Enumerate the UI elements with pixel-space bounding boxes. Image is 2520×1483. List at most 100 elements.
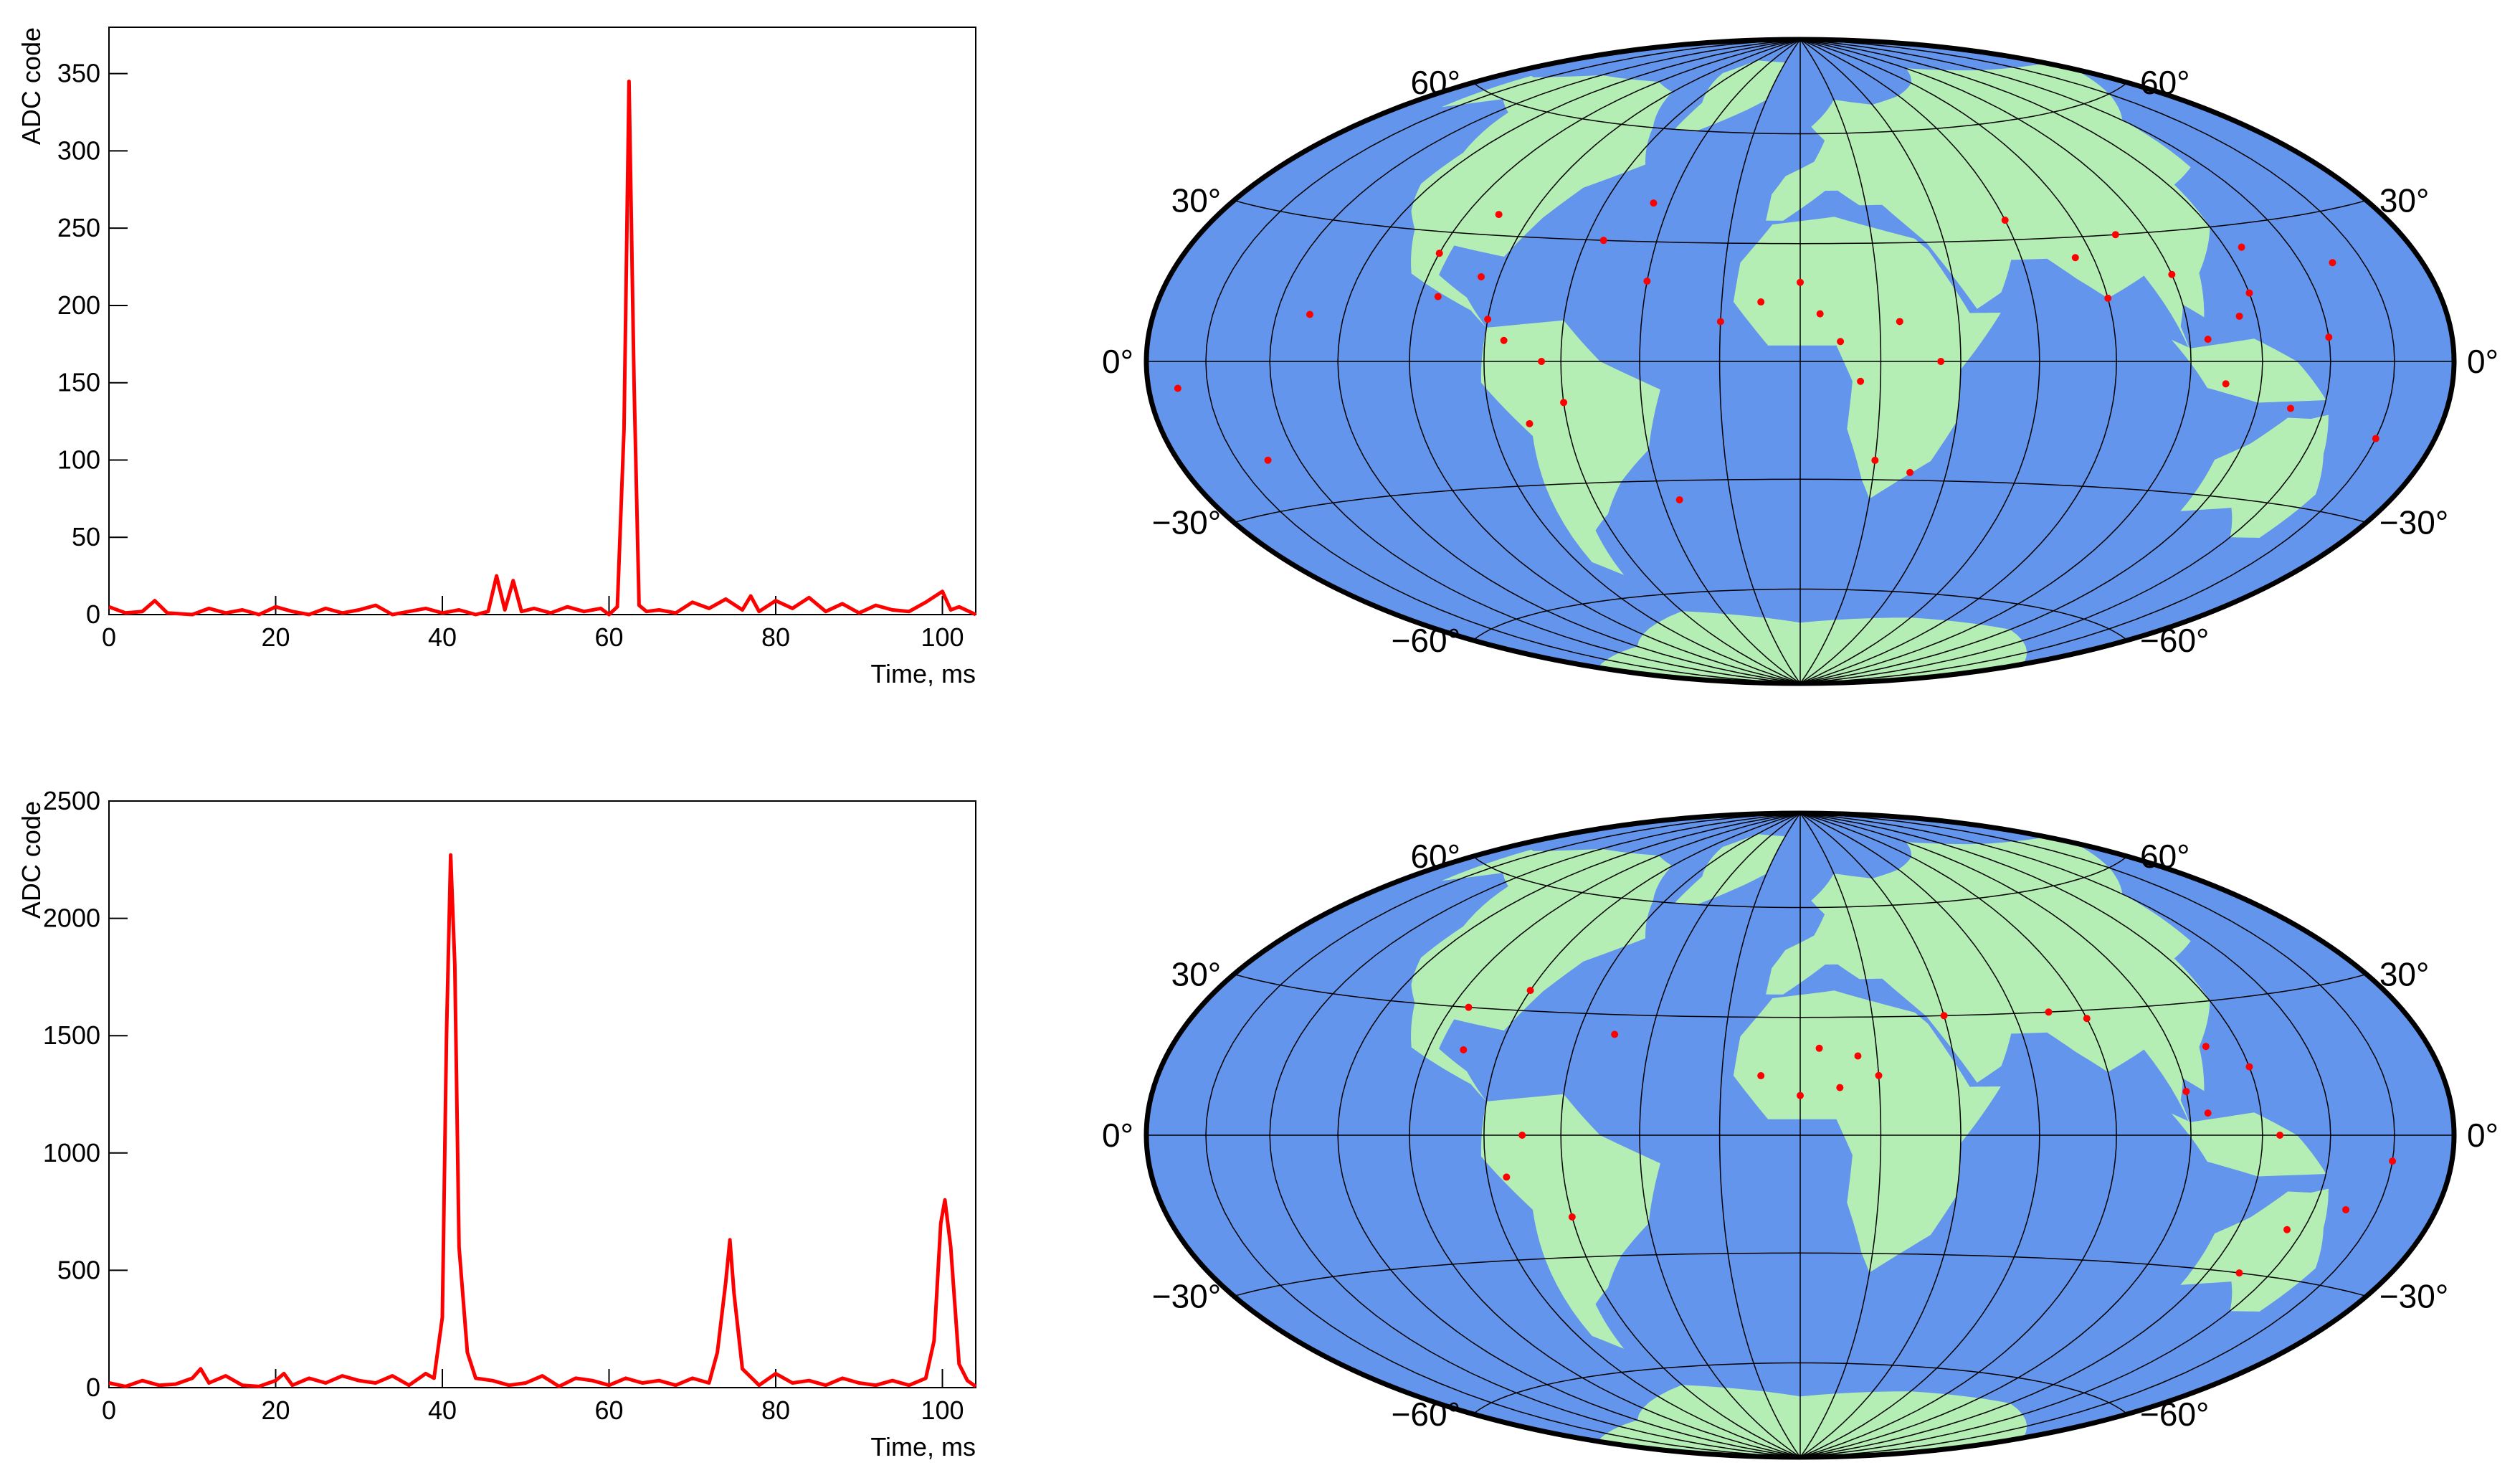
x-axis-title: Time, ms <box>870 659 976 688</box>
event-dot <box>2222 380 2230 388</box>
event-dot <box>1816 310 1824 318</box>
lat-label-right: 30° <box>2379 182 2430 219</box>
event-dot <box>1264 456 1272 464</box>
event-dot <box>2329 259 2336 267</box>
event-dot <box>1837 338 1845 346</box>
event-dot <box>1757 298 1765 306</box>
land <box>1674 60 1786 131</box>
land <box>1674 834 1786 905</box>
event-dot <box>1797 1091 1804 1099</box>
event-dot <box>1650 199 1658 207</box>
event-dot <box>2182 1087 2190 1095</box>
y-axis-title: ADC code <box>16 801 46 919</box>
event-dot <box>2238 243 2245 251</box>
event-dot <box>1435 250 1443 257</box>
lat-label-left: 0° <box>1102 343 1133 380</box>
y-axis-title: ADC code <box>16 27 46 145</box>
event-dot <box>1797 278 1804 286</box>
event-dot <box>2235 312 2243 320</box>
event-dot <box>1503 1173 1511 1181</box>
event-dot <box>2001 217 2009 224</box>
x-tick-label: 40 <box>428 622 457 652</box>
event-dot <box>2389 1157 2397 1165</box>
land <box>1480 1094 1660 1349</box>
x-tick-label: 80 <box>761 622 790 652</box>
signal-line <box>108 79 977 617</box>
parallel <box>1234 478 2367 523</box>
event-dot <box>2202 1043 2210 1051</box>
event-dot <box>1940 1012 1948 1020</box>
lat-label-left: −30° <box>1152 504 1221 541</box>
event-dot <box>1518 1132 1526 1139</box>
y-tick-label: 500 <box>57 1255 100 1284</box>
x-axis-title: Time, ms <box>870 1432 976 1461</box>
y-tick-label: 200 <box>57 290 100 320</box>
y-tick-label: 150 <box>57 368 100 397</box>
map-border <box>1143 37 2457 686</box>
event-dot <box>1875 1071 1883 1079</box>
event-dot <box>1854 1052 1862 1060</box>
lat-label-right: −30° <box>2379 1278 2448 1315</box>
event-dot <box>1434 293 1442 300</box>
parallel <box>1473 856 2128 909</box>
event-dot <box>2245 1063 2253 1071</box>
x-tick-label: 0 <box>102 1396 116 1425</box>
line-chart: 0 500 1000 1500 2000 2500 0 20 40 60 80 100 Time, ms… <box>16 786 977 1461</box>
map: 60° 60°30° 30°0° 0°−30° −30°−60° −60° <box>1102 37 2498 686</box>
event-dot <box>1495 211 1503 219</box>
signal-line <box>108 853 977 1388</box>
event-dot <box>1174 384 1181 392</box>
event-dot <box>1937 358 1945 365</box>
event-dot <box>1815 1044 1823 1052</box>
event-dot <box>2204 336 2212 343</box>
event-dot <box>1611 1030 1619 1038</box>
y-tick-label: 250 <box>57 213 100 242</box>
x-tick-label: 60 <box>594 622 623 652</box>
event-dot <box>2325 333 2333 341</box>
x-tick-label: 80 <box>761 1396 790 1425</box>
map-body <box>1146 813 2454 1457</box>
y-tick-label: 300 <box>57 136 100 165</box>
y-tick-label: 0 <box>86 1373 100 1402</box>
event-dot <box>2204 1109 2212 1117</box>
event-dot <box>1906 468 1914 476</box>
event-dot <box>1675 496 1683 503</box>
event-dot <box>2276 1132 2284 1139</box>
land <box>2171 338 2326 403</box>
lat-label-right: 0° <box>2467 1117 2498 1154</box>
event-dot <box>2283 1226 2291 1233</box>
map-body <box>1146 39 2454 683</box>
event-dot <box>1568 1213 1576 1221</box>
event-dot <box>2372 435 2379 442</box>
lat-label-left: −30° <box>1152 1278 1221 1315</box>
event-dot <box>1857 377 1865 385</box>
lat-label-left: 30° <box>1171 956 1222 993</box>
y-tick-label: 100 <box>57 445 100 474</box>
parallel <box>1234 1252 2367 1297</box>
y-tick-label: 350 <box>57 59 100 88</box>
event-dot <box>1484 316 1492 323</box>
event-dot <box>1526 420 1534 427</box>
x-tick-label: 20 <box>261 1396 290 1425</box>
event-dot <box>2235 1269 2243 1277</box>
event-dot <box>1757 1072 1765 1080</box>
x-tick-label: 40 <box>428 1396 457 1425</box>
plot-frame <box>108 800 976 1388</box>
y-tick-label: 0 <box>86 600 100 629</box>
event-dot <box>2104 294 2112 302</box>
event-dot <box>2245 289 2253 297</box>
x-tick-label: 100 <box>921 622 964 652</box>
event-dot <box>1716 318 1724 326</box>
lat-label-right: 30° <box>2379 956 2430 993</box>
lat-label-right: −30° <box>2379 504 2448 541</box>
parallel <box>1234 199 2367 245</box>
map: 60° 60°30° 30°0° 0°−30° −30°−60° −60° <box>1102 810 2498 1460</box>
event-dot <box>1465 1003 1473 1011</box>
event-dot <box>2045 1008 2053 1016</box>
land <box>2180 414 2329 538</box>
y-tick-label: 1500 <box>43 1020 100 1050</box>
plot-frame <box>108 27 976 615</box>
map-border <box>1143 810 2457 1460</box>
parallel <box>1473 82 2128 135</box>
